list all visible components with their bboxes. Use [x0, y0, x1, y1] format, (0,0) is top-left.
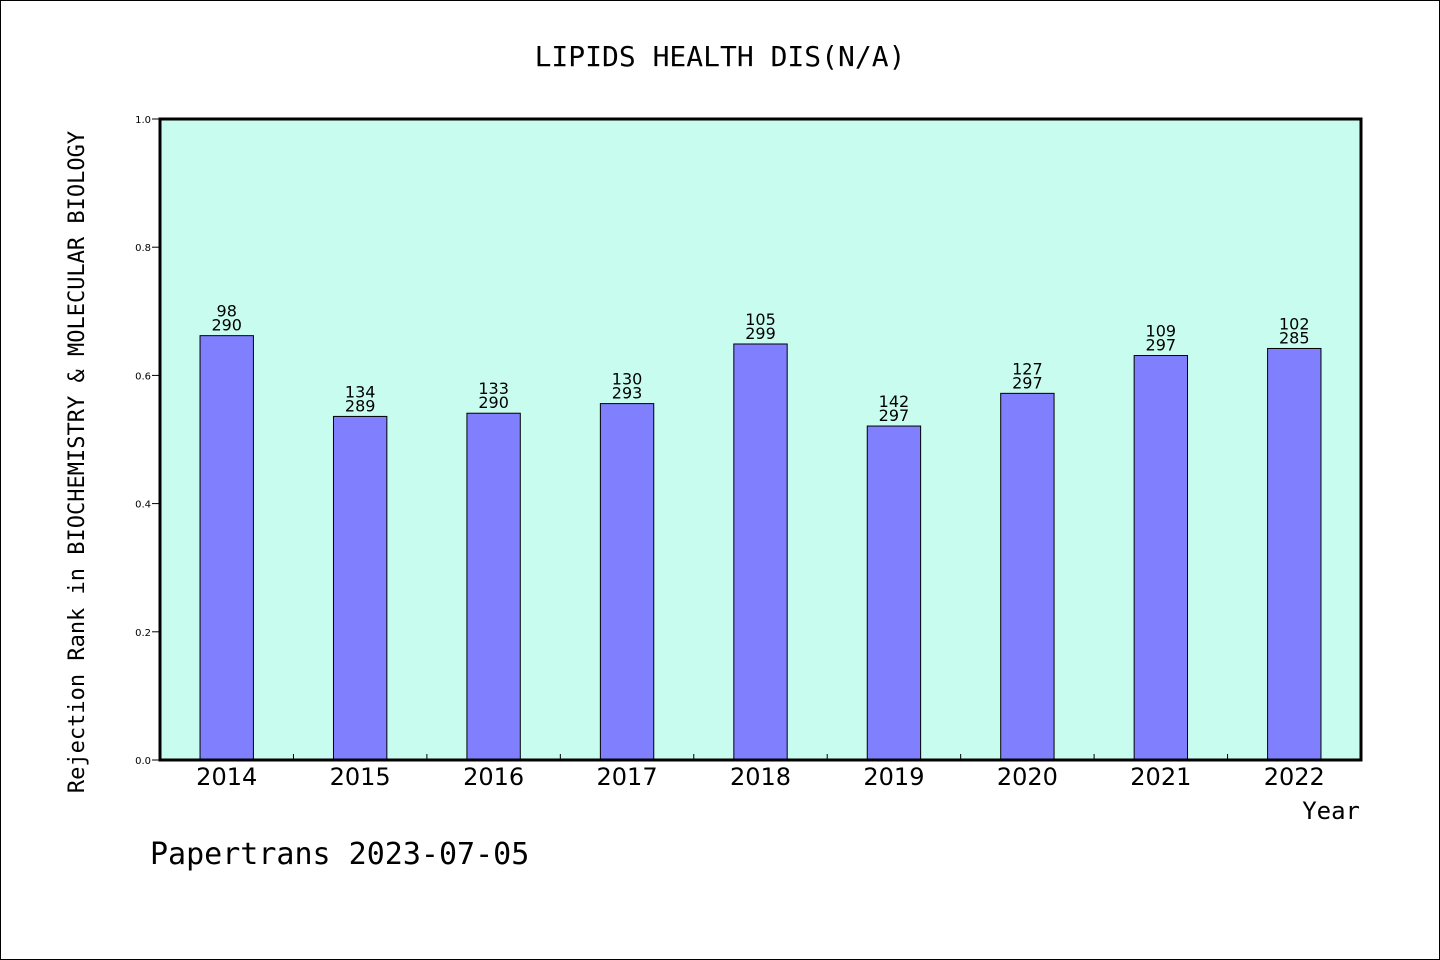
- plot-border: [158, 117, 1363, 762]
- data-label-total: 299: [745, 324, 776, 343]
- data-label-total: 290: [211, 316, 242, 335]
- x-tick-label: 2019: [863, 763, 924, 791]
- data-labels: 9829013428913329013029310529914229712729…: [211, 302, 1309, 425]
- data-label-total: 289: [345, 396, 376, 415]
- bar-2015: [332, 415, 388, 761]
- data-label-total: 293: [612, 384, 643, 403]
- bar-2020: [1000, 392, 1055, 761]
- chart-title: LIPIDS HEALTH DIS(N/A): [535, 40, 906, 73]
- x-tick-label: 2017: [597, 763, 658, 791]
- x-tick-label: 2020: [997, 763, 1058, 791]
- x-axis-ticks: 2014 2015 2016 2017 2018 2019 2020 2021 2022: [196, 754, 1325, 791]
- data-label-rank: 127: [1012, 359, 1043, 378]
- x-tick-label: 2021: [1130, 763, 1191, 791]
- bar-2014: [199, 335, 254, 761]
- bar-2016: [466, 412, 521, 761]
- data-label-rank: 109: [1146, 322, 1177, 341]
- x-tick-label: 2014: [196, 763, 257, 791]
- data-label-total: 297: [1146, 336, 1177, 355]
- data-label-total: 290: [478, 393, 509, 412]
- y-tick-label: 1.0: [135, 115, 151, 126]
- bar-2021: [1133, 355, 1189, 761]
- data-label-total: 297: [879, 406, 910, 425]
- bar-2022: [1267, 347, 1322, 761]
- bar-2018: [733, 343, 788, 761]
- x-tick-label: 2015: [330, 763, 391, 791]
- x-axis-label: Year: [1302, 797, 1360, 825]
- data-label-rank: 142: [879, 392, 910, 411]
- footer-text: Papertrans 2023-07-05: [150, 837, 529, 872]
- y-axis-ticks: 0.0 0.2 0.4 0.6 0.8 1.0: [135, 115, 160, 767]
- data-label-rank: 134: [345, 382, 376, 401]
- x-tick-label: 2018: [730, 763, 791, 791]
- data-label-rank: 133: [478, 379, 509, 398]
- y-tick-label: 0.4: [135, 500, 151, 511]
- data-label-rank: 105: [745, 310, 776, 329]
- data-label-rank: 98: [217, 302, 237, 321]
- data-label-total: 297: [1012, 373, 1043, 392]
- y-tick-label: 0.6: [135, 371, 151, 382]
- data-label-total: 285: [1279, 328, 1310, 347]
- data-label-rank: 102: [1279, 314, 1310, 333]
- x-tick-label: 2016: [463, 763, 524, 791]
- bars-group: [199, 335, 1322, 761]
- x-tick-label: 2022: [1264, 763, 1325, 791]
- bar-2017: [599, 403, 655, 761]
- y-tick-label: 0.8: [135, 243, 151, 254]
- y-tick-label: 0.0: [135, 756, 151, 767]
- data-label-rank: 130: [612, 370, 643, 389]
- y-axis-label: Rejection Rank in BIOCHEMISTRY & MOLECUL…: [65, 131, 90, 793]
- bar-2019: [866, 425, 922, 761]
- y-tick-label: 0.2: [135, 628, 151, 639]
